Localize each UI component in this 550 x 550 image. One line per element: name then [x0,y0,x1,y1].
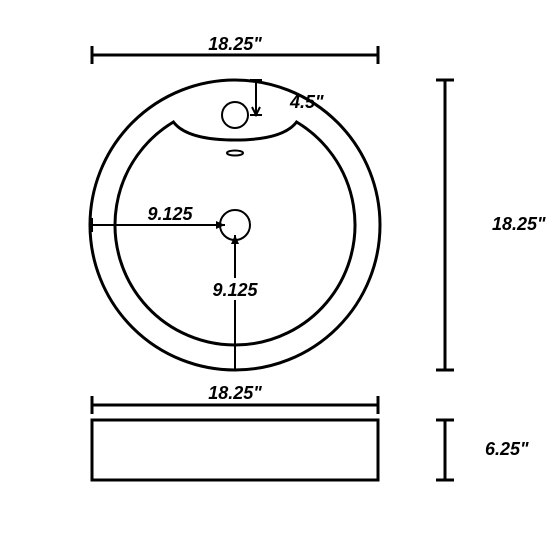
dimensions.faucet_depth.value: 4.5" [289,92,324,112]
dimensions.radius_h.value: 9.125 [147,204,193,224]
dimensions.radius_v.value: 9.125 [212,280,258,300]
dimensions.right_height.value: 18.25" [492,214,546,234]
overflow-slot [227,151,243,156]
dimensions.side_height.value: 6.25" [485,439,529,459]
faucet-hole [222,102,248,128]
side-view-rect [92,420,378,480]
dimensions.top_width.value: 18.25" [208,34,262,54]
dimensions.side_width.value: 18.25" [208,383,262,403]
